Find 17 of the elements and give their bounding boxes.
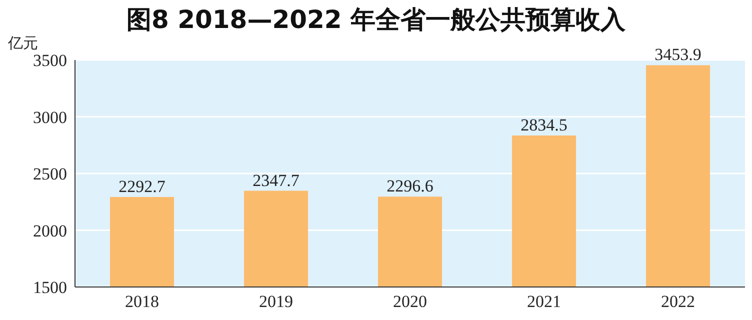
data-label: 3453.9 — [654, 45, 702, 64]
y-tick-label: 1500 — [33, 278, 67, 298]
data-label: 2834.5 — [520, 116, 568, 135]
y-tick-label: 2500 — [33, 164, 67, 184]
y-tick-label: 3000 — [33, 108, 67, 127]
data-label: 2347.7 — [252, 170, 300, 190]
x-tick-label: 2020 — [393, 292, 427, 312]
y-axis-title: 亿元 — [8, 35, 38, 53]
x-tick-label: 2018 — [125, 292, 159, 312]
y-tick-label: 3500 — [33, 51, 67, 70]
data-label: 2292.7 — [118, 177, 166, 196]
y-tick-label: 2000 — [33, 221, 67, 240]
x-tick-label: 2021 — [527, 292, 561, 312]
data-label: 2296.6 — [386, 176, 434, 196]
x-tick-label: 2019 — [259, 292, 293, 312]
chart-title: 图8 2018—2022 年全省一般公共预算收入 — [126, 5, 626, 34]
x-tick-label: 2022 — [661, 292, 695, 312]
